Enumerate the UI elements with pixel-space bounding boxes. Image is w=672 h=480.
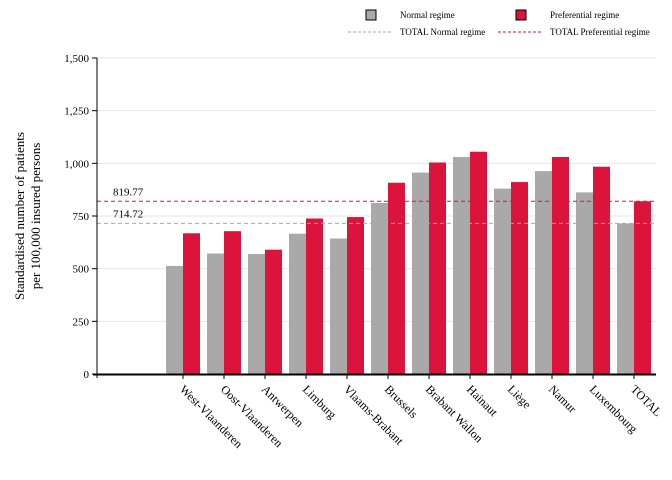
reference-line-label: 714.72: [113, 208, 143, 220]
y-tick-label: 500: [73, 264, 90, 276]
reference-lines: 714.72 819.77: [97, 186, 656, 224]
y-tick-label: 1,500: [64, 53, 89, 65]
x-tick-label: Liège: [505, 382, 534, 411]
bar-preferential-regime: [634, 201, 651, 374]
bar-preferential-regime: [347, 217, 364, 374]
bar-normal-regime: [166, 265, 183, 374]
bar-normal-regime: [617, 223, 634, 374]
reference-line-label: 819.77: [113, 186, 144, 198]
y-axis-ticks: 0 250 500 750 1,000 1,250 1,500: [64, 53, 97, 381]
x-tick-label: Brussels: [382, 382, 421, 421]
bar-normal-regime: [289, 233, 306, 374]
y-tick-label: 0: [84, 369, 90, 381]
y-axis-title-line: Standardised number of patients: [12, 132, 27, 300]
bar-normal-regime: [535, 171, 552, 374]
x-axis-categories: West-VlaanderenOost-VlaanderenAntwerpenL…: [177, 374, 665, 451]
x-tick-label: Limburg: [300, 382, 339, 421]
bar-preferential-regime: [470, 151, 487, 374]
bar-normal-regime: [412, 172, 429, 374]
bar-normal-regime: [494, 188, 511, 374]
axes: [93, 58, 656, 378]
legend-label: TOTAL Preferential regime: [550, 27, 650, 37]
x-tick-label: TOTAL: [628, 382, 665, 419]
bar-normal-regime: [576, 192, 593, 374]
bar-normal-regime: [330, 238, 347, 374]
legend-swatch: [515, 9, 527, 21]
bar-preferential-regime: [224, 231, 241, 374]
legend-label: Normal regime: [400, 10, 455, 20]
bar-preferential-regime: [265, 249, 282, 374]
bar-preferential-regime: [593, 166, 610, 374]
bar-preferential-regime: [388, 182, 405, 374]
bar-normal-regime: [207, 253, 224, 374]
y-tick-label: 1,250: [64, 106, 89, 118]
y-axis-title: Standardised number of patients per 100,0…: [12, 132, 43, 300]
bar-preferential-regime: [429, 162, 446, 374]
legend: Normal regime Preferential regime TOTAL No…: [348, 9, 650, 37]
bar-preferential-regime: [552, 157, 569, 374]
bar-normal-regime: [453, 157, 470, 374]
x-tick-label: Namur: [546, 382, 579, 415]
bar-preferential-regime: [183, 233, 200, 374]
legend-swatch: [365, 9, 377, 21]
bars: [166, 151, 651, 374]
bar-preferential-regime: [511, 182, 528, 374]
y-tick-label: 1,000: [64, 158, 89, 170]
x-tick-label: Hainaut: [464, 382, 501, 419]
legend-label: TOTAL Normal regime: [400, 27, 485, 37]
bar-normal-regime: [248, 253, 265, 374]
y-tick-label: 250: [73, 316, 90, 328]
legend-label: Preferential regime: [550, 10, 619, 20]
y-tick-label: 750: [73, 211, 90, 223]
bar-preferential-regime: [306, 218, 323, 374]
y-axis-title-line: per 100,000 insured persons: [28, 143, 43, 290]
bar-normal-regime: [371, 202, 388, 374]
